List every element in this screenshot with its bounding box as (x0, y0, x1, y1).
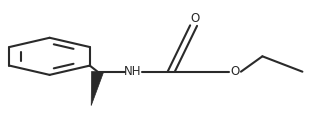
Text: O: O (231, 65, 240, 78)
Text: NH: NH (124, 65, 141, 78)
Text: O: O (191, 12, 200, 25)
Polygon shape (91, 72, 104, 106)
